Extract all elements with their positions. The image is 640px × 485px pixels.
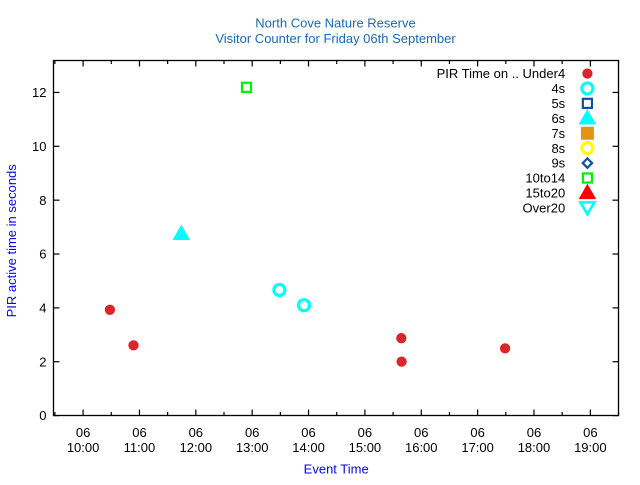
svg-text:North Cove Nature Reserve: North Cove Nature Reserve <box>255 16 415 31</box>
svg-text:06: 06 <box>189 425 203 440</box>
svg-text:4: 4 <box>39 300 46 315</box>
svg-text:10to14: 10to14 <box>525 171 565 186</box>
svg-text:6s: 6s <box>551 111 565 126</box>
svg-text:Over20: Over20 <box>523 200 566 215</box>
svg-text:0: 0 <box>39 408 46 423</box>
svg-text:06: 06 <box>358 425 372 440</box>
svg-text:06: 06 <box>132 425 146 440</box>
svg-text:13:00: 13:00 <box>236 440 269 455</box>
svg-text:Visitor Counter for Friday 06t: Visitor Counter for Friday 06th Septembe… <box>215 31 456 46</box>
svg-text:9s: 9s <box>551 156 565 171</box>
svg-text:15:00: 15:00 <box>349 440 382 455</box>
svg-text:4s: 4s <box>551 81 565 96</box>
svg-text:18:00: 18:00 <box>518 440 551 455</box>
svg-text:2: 2 <box>39 354 46 369</box>
svg-text:8s: 8s <box>551 141 565 156</box>
svg-text:06: 06 <box>583 425 597 440</box>
svg-text:PIR Time on .. Under4: PIR Time on .. Under4 <box>437 66 566 81</box>
svg-text:15to20: 15to20 <box>525 186 565 201</box>
svg-text:12: 12 <box>32 85 46 100</box>
svg-text:12:00: 12:00 <box>180 440 213 455</box>
svg-text:19:00: 19:00 <box>574 440 607 455</box>
svg-text:17:00: 17:00 <box>461 440 494 455</box>
svg-text:06: 06 <box>527 425 541 440</box>
svg-text:6: 6 <box>39 247 46 262</box>
svg-text:06: 06 <box>76 425 90 440</box>
svg-text:10: 10 <box>32 139 46 154</box>
svg-text:06: 06 <box>470 425 484 440</box>
svg-text:PIR active time in seconds: PIR active time in seconds <box>4 164 19 318</box>
svg-text:Event Time: Event Time <box>304 462 369 477</box>
svg-text:16:00: 16:00 <box>405 440 438 455</box>
svg-text:10:00: 10:00 <box>67 440 100 455</box>
svg-text:06: 06 <box>245 425 259 440</box>
svg-text:06: 06 <box>301 425 315 440</box>
svg-text:8: 8 <box>39 193 46 208</box>
svg-text:5s: 5s <box>551 96 565 111</box>
svg-text:11:00: 11:00 <box>124 440 156 455</box>
svg-text:7s: 7s <box>551 126 565 141</box>
svg-text:06: 06 <box>414 425 428 440</box>
svg-text:14:00: 14:00 <box>292 440 325 455</box>
